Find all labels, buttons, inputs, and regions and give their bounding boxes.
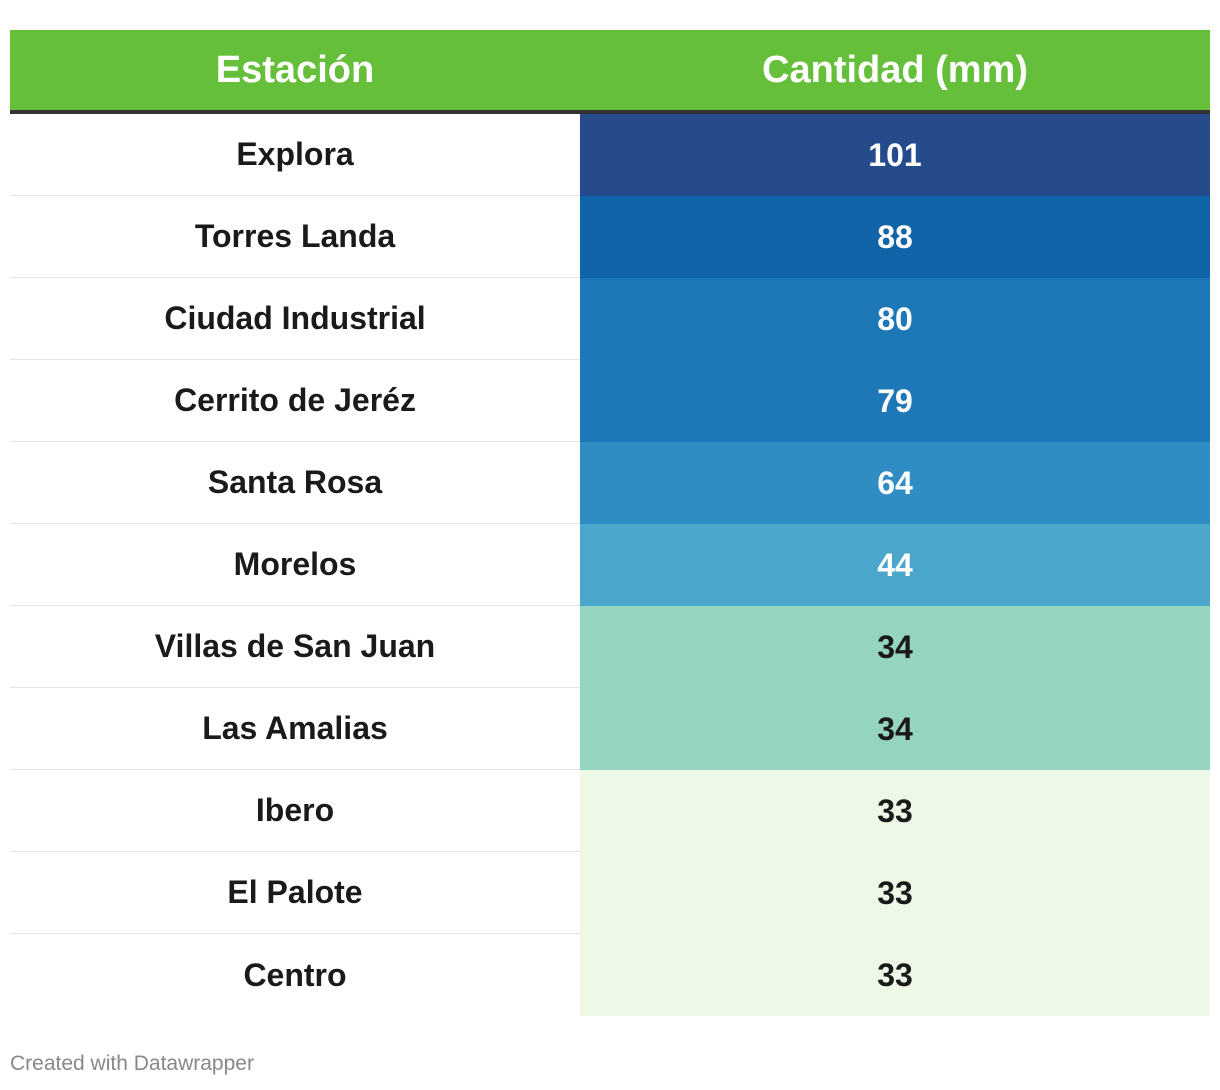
table-header: Estación Cantidad (mm): [10, 30, 1210, 114]
station-name-cell: Morelos: [10, 524, 580, 606]
amount-cell: 64: [580, 442, 1210, 524]
amount-cell: 34: [580, 606, 1210, 688]
table-body: Explora 101 Torres Landa 88 Ciudad Industria…: [10, 114, 1210, 1016]
amount-cell: 34: [580, 688, 1210, 770]
table-row: Explora 101: [10, 114, 1210, 196]
table-row: Las Amalias 34: [10, 688, 1210, 770]
table-row: Torres Landa 88: [10, 196, 1210, 278]
table-row: Morelos 44: [10, 524, 1210, 606]
column-header-amount[interactable]: Cantidad (mm): [762, 48, 1028, 91]
table-row: Santa Rosa 64: [10, 442, 1210, 524]
table-row: Villas de San Juan 34: [10, 606, 1210, 688]
table-row: Ciudad Industrial 80: [10, 278, 1210, 360]
station-name-cell: Villas de San Juan: [10, 606, 580, 688]
station-name-cell: El Palote: [10, 852, 580, 934]
station-name-cell: Cerrito de Jeréz: [10, 360, 580, 442]
amount-cell: 80: [580, 278, 1210, 360]
station-name-cell: Ibero: [10, 770, 580, 852]
column-header-station[interactable]: Estación: [215, 48, 375, 91]
amount-cell: 33: [580, 770, 1210, 852]
station-name-cell: Centro: [243, 956, 347, 993]
amount-cell: 33: [580, 852, 1210, 934]
station-name-cell: Torres Landa: [10, 196, 580, 278]
data-table: Estación Cantidad (mm) Explora 101 Torres …: [10, 30, 1210, 1016]
station-name-cell: Explora: [10, 114, 580, 196]
table-row: Centro 33: [10, 934, 1210, 1016]
amount-cell: 33: [580, 934, 1210, 1016]
amount-cell: 88: [580, 196, 1210, 278]
credit-text: Created with Datawrapper: [10, 1052, 254, 1075]
table-row: Ibero 33: [10, 770, 1210, 852]
amount-cell: 101: [580, 114, 1210, 196]
table-row: El Palote 33: [10, 852, 1210, 934]
amount-cell: 79: [580, 360, 1210, 442]
station-name-cell: Santa Rosa: [10, 442, 580, 524]
station-name-cell: Las Amalias: [10, 688, 580, 770]
amount-cell: 44: [580, 524, 1210, 606]
station-name-cell: Ciudad Industrial: [10, 278, 580, 360]
table-row: Cerrito de Jeréz 79: [10, 360, 1210, 442]
